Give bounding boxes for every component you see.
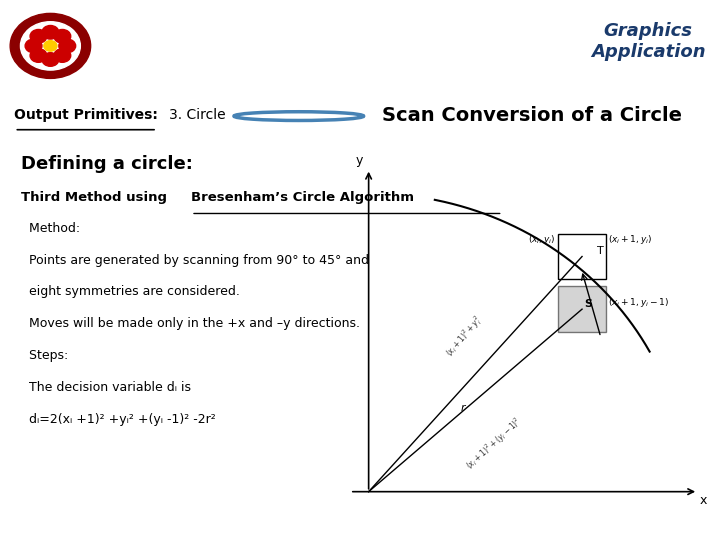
Text: Third Method using: Third Method using xyxy=(22,191,172,204)
Text: r: r xyxy=(460,403,465,413)
Text: Steps:: Steps: xyxy=(22,349,68,362)
Text: $(x_i+1, y_i-1)$: $(x_i+1, y_i-1)$ xyxy=(608,295,670,309)
Text: x: x xyxy=(700,494,707,507)
Text: $(x_i+1)^2+(y_i-1)^2$: $(x_i+1)^2+(y_i-1)^2$ xyxy=(463,415,525,473)
Circle shape xyxy=(25,39,42,53)
Circle shape xyxy=(54,30,71,43)
Text: T: T xyxy=(597,246,604,256)
Circle shape xyxy=(54,49,71,62)
Bar xyxy=(558,286,606,332)
Text: dᵢ=2(xᵢ +1)² +yᵢ² +(yᵢ -1)² -2r²: dᵢ=2(xᵢ +1)² +yᵢ² +(yᵢ -1)² -2r² xyxy=(22,413,216,426)
Circle shape xyxy=(42,53,59,66)
Text: Prof. Dr. A. H. M. Kamal, CSE,: Prof. Dr. A. H. M. Kamal, CSE, xyxy=(240,512,480,530)
Text: Bresenham’s Circle Algorithm: Bresenham’s Circle Algorithm xyxy=(191,191,414,204)
Text: $(x_i+1)^2+y_i^2$: $(x_i+1)^2+y_i^2$ xyxy=(443,313,486,360)
Text: The decision variable dᵢ is: The decision variable dᵢ is xyxy=(22,381,192,394)
Circle shape xyxy=(20,22,81,70)
Text: 3. Circle: 3. Circle xyxy=(169,108,226,122)
Text: Points are generated by scanning from 90° to 45° and: Points are generated by scanning from 90… xyxy=(22,254,369,267)
Bar xyxy=(558,234,606,279)
Circle shape xyxy=(44,40,57,51)
Text: eight symmetries are considered.: eight symmetries are considered. xyxy=(22,286,240,299)
Circle shape xyxy=(10,14,91,78)
Text: y: y xyxy=(356,154,363,167)
Circle shape xyxy=(59,39,76,53)
Text: Defining a circle:: Defining a circle: xyxy=(22,155,194,173)
Text: Moves will be made only in the +x and –y directions.: Moves will be made only in the +x and –y… xyxy=(22,318,361,330)
Text: CSE 403: Computer Graphics: CSE 403: Computer Graphics xyxy=(68,24,652,58)
Text: Graphics
Application: Graphics Application xyxy=(590,22,706,60)
Circle shape xyxy=(30,49,47,62)
Circle shape xyxy=(30,30,47,43)
Text: $(x_i+1, y_i)$: $(x_i+1, y_i)$ xyxy=(608,233,652,246)
Circle shape xyxy=(7,11,94,80)
Text: Method:: Method: xyxy=(22,222,81,235)
Text: S: S xyxy=(584,299,592,309)
Circle shape xyxy=(42,25,59,39)
Text: $(x_i,y_i)$: $(x_i,y_i)$ xyxy=(528,233,556,246)
Text: Scan Conversion of a Circle: Scan Conversion of a Circle xyxy=(382,106,682,125)
Text: Output Primitives:: Output Primitives: xyxy=(14,108,158,122)
